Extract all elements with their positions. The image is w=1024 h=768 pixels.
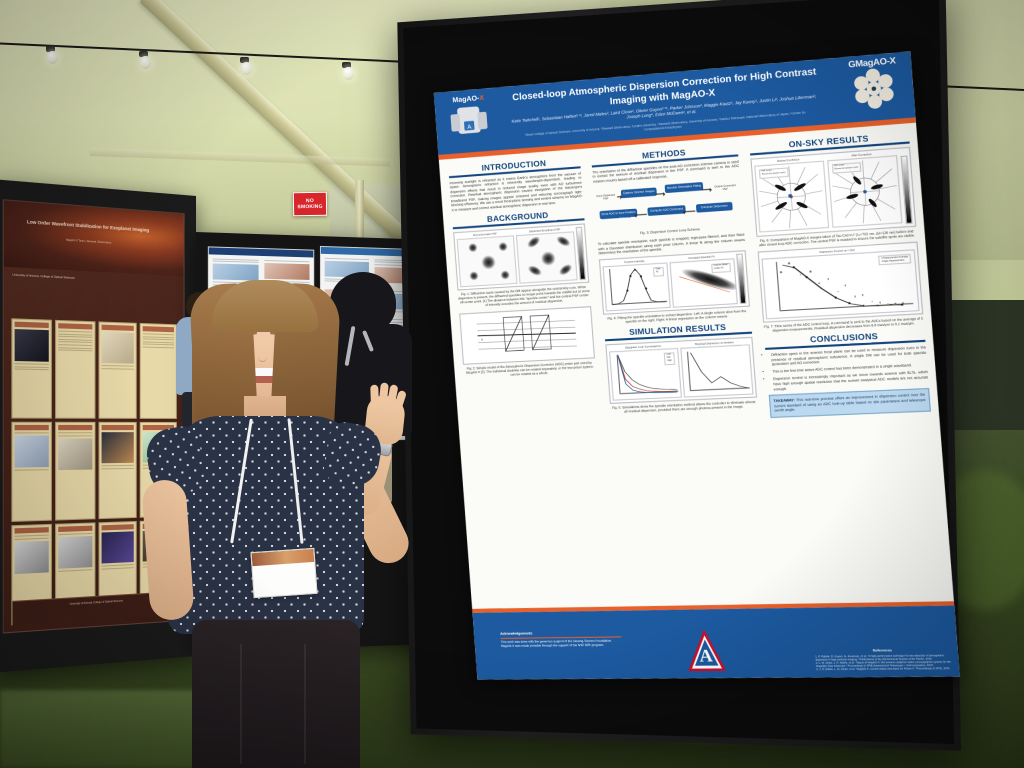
acknowledgements: Acknowledgements This work was done with…: [500, 631, 622, 649]
takeaway-box: TAKEAWAY: This real-time process offers …: [768, 388, 931, 418]
fig4-column-intensity-plot: Data Fit: [602, 262, 671, 312]
floral-pattern: [321, 419, 385, 491]
poster-board-main: MagAO-X A GMagAO-X: [397, 0, 962, 751]
fig7-dispersion-control-plot: 5 Measurement Average Single Measurement: [761, 249, 920, 320]
svg-text:A: A: [699, 646, 715, 666]
poster-column-middle: METHODS The orientation of the diffracti…: [591, 144, 758, 419]
main-poster: MagAO-X A GMagAO-X: [433, 51, 960, 680]
nose: [258, 352, 267, 362]
figure-4: Column Intensity Data Fit: [598, 250, 750, 315]
fig6-before-correction: PSF center Recovered speckle center: [754, 160, 829, 233]
fig1-dispersed-psf: [515, 230, 578, 284]
poster-column-left: INTRODUCTION Incoming starlight is refra…: [448, 156, 596, 383]
tent-pole: [355, 180, 364, 260]
light-bulb: [241, 62, 252, 75]
introduction-body: Incoming starlight is refracted as it en…: [449, 170, 583, 212]
fig1-monochromatic-psf: [456, 235, 518, 288]
light-bulb: [343, 67, 354, 80]
teeth: [246, 368, 282, 376]
flow-node-compute-command: Compute ADC Command: [647, 205, 686, 216]
bulb-cap: [240, 57, 249, 63]
flow-node-fitting: Speckle Orientation Fitting: [664, 182, 704, 193]
poster-panel: [55, 421, 95, 521]
gmagao-x-logo: GMagAO-X: [837, 54, 911, 123]
bulb-cap: [342, 62, 351, 68]
finger: [370, 384, 379, 405]
flow-arrow: [617, 196, 622, 198]
fig5-legend: Low Mid High: [663, 352, 675, 366]
poster-panel: [98, 421, 137, 520]
bulb-cap: [139, 51, 148, 57]
figure-6: Before Correction: [750, 146, 917, 237]
fig5-residual-plot: [679, 344, 754, 398]
trousers: [192, 620, 360, 768]
presenter-person: [140, 268, 440, 768]
flow-node-compute-dispersion: Compute Dispersion: [695, 202, 733, 213]
magao-x-instrument-icon: A: [450, 106, 488, 135]
fig7-legend: 5 Measurement Average Single Measurement: [878, 253, 912, 266]
poster-panel: [11, 421, 53, 522]
fig4-speckle-fit-plot: Column Mean Linear Fit: [668, 258, 738, 308]
acknowledgements-text: This work was done with the generous sup…: [500, 638, 613, 649]
badge-header: [251, 548, 315, 567]
name-badge: [250, 547, 318, 599]
fig6-colorbar: [900, 155, 913, 224]
sleeve-right: [321, 419, 385, 491]
person-head: [330, 272, 396, 334]
flow-arrow: [635, 214, 647, 216]
references: References 1. P. Pathak, O. Guyon, N. Jo…: [815, 648, 953, 672]
figure-3-flow-diagram: Input Dispersed PSF Capture Science Imag…: [593, 176, 743, 232]
fig6-left-legend: PSF center Recovered speckle center: [758, 167, 789, 179]
poster-board-surface: MagAO-X A GMagAO-X: [403, 0, 960, 745]
svg-text:A: A: [467, 125, 471, 131]
light-bulb: [140, 56, 151, 69]
fig1-colorbar: [575, 226, 586, 280]
poster-panel: [55, 319, 95, 419]
bulb-cap: [46, 46, 55, 52]
no-smoking-sign: NO SMOKING: [292, 191, 328, 217]
flow-input-label: Input Dispersed PSF: [596, 193, 616, 201]
figure-7: Dispersion Control on τ Ceti: [757, 241, 924, 323]
poster-column-right: ON-SKY RESULTS Before Correction: [749, 131, 931, 418]
trouser-seam: [240, 644, 242, 764]
hair-top: [212, 280, 318, 332]
flow-node-send-adc: Send ADC to New Position: [599, 208, 638, 219]
magao-x-logo: MagAO-X A: [440, 94, 500, 155]
references-heading: References: [872, 648, 893, 653]
fig6-after-correction: PSF center Recovered speckle center: [826, 154, 903, 228]
fig5-convergence-plot: Low Mid High: [609, 347, 682, 401]
figure-5: Simulated Loop Convergence Low Mid High: [605, 336, 757, 404]
flow-arrow: [654, 193, 665, 195]
fig2-adc-prism-diagram: λ: [462, 309, 591, 356]
svg-text:λ: λ: [481, 337, 483, 341]
poster-panel: [11, 318, 53, 419]
flow-arrow: [701, 188, 711, 191]
flow-output-label: Output Corrected PSF: [714, 183, 736, 192]
figure-2: λ: [459, 305, 595, 365]
trouser-seam: [304, 644, 306, 764]
flow-arrow: [683, 210, 696, 213]
gmt-mirror-icon: [853, 68, 895, 110]
fig4-legend: Data Fit: [653, 266, 664, 277]
conclusions-list: Diffraction spots in the science focal p…: [765, 345, 928, 392]
poster-panel: [98, 321, 137, 419]
takeaway-text: This real-time process offers an improve…: [773, 392, 926, 413]
figure-1: Monochromatic PSF Dispers: [453, 223, 590, 291]
no-smoking-line-2: SMOKING: [297, 203, 323, 211]
fig4-colorbar: [736, 253, 747, 304]
fig4-right-legend: Column Mean Linear Fit: [710, 262, 732, 274]
flow-node-capture: Capture Science Images: [620, 187, 657, 198]
university-of-arizona-logo: A: [686, 630, 725, 672]
light-bulb: [47, 51, 58, 64]
